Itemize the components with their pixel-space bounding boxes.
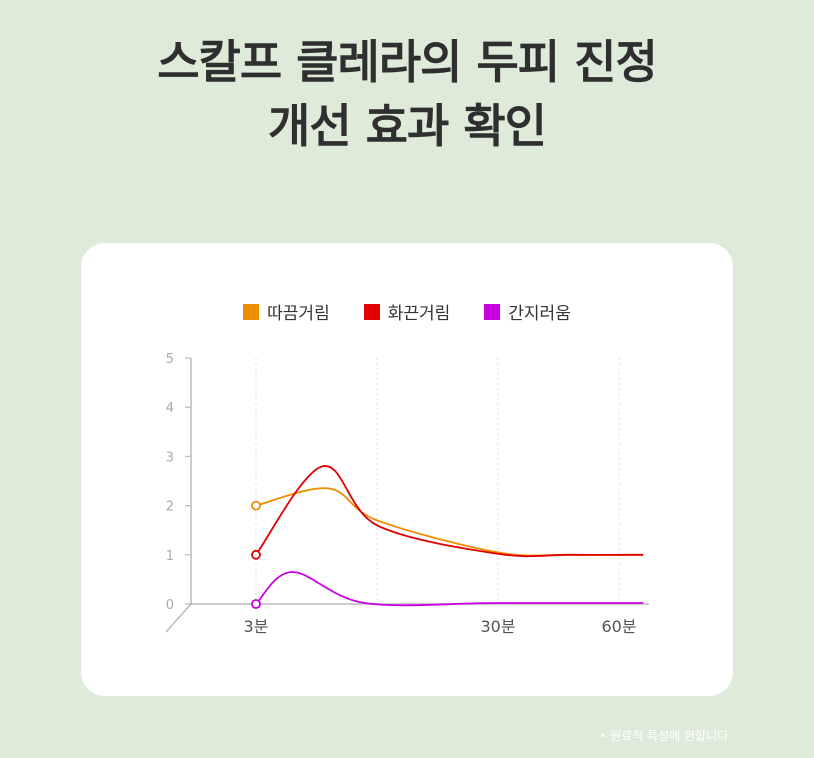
y-tick-label: 5 xyxy=(166,352,174,367)
y-tick-label: 1 xyxy=(166,549,174,564)
y-tick-label: 3 xyxy=(166,450,174,465)
legend-label-tingling: 따끔거림 xyxy=(267,304,330,324)
x-tick-label: 60분 xyxy=(601,617,636,636)
x-tick-label: 30분 xyxy=(480,617,515,636)
series-line-1 xyxy=(255,465,644,558)
legend-item-itching: 간지러움 xyxy=(484,299,571,324)
chart-legend: 따끔거림 화끈거림 간지러움 xyxy=(81,299,733,324)
axis-corner xyxy=(165,603,192,633)
legend-swatch-tingling xyxy=(243,303,260,320)
legend-item-burning: 화끈거림 xyxy=(363,299,451,324)
title-line-1: 스칼프 클레라의 두피 진정 xyxy=(157,35,658,89)
series-start-point-0 xyxy=(251,500,261,511)
legend-label-burning: 화끈거림 xyxy=(387,304,451,324)
legend-item-tingling: 따끔거림 xyxy=(243,299,330,324)
series-start-point-1 xyxy=(251,549,261,560)
y-tick-label: 2 xyxy=(166,500,174,515)
legend-swatch-itching xyxy=(484,303,501,320)
series-line-2 xyxy=(255,571,644,607)
legend-label-itching: 간지러움 xyxy=(508,304,571,324)
legend-swatch-burning xyxy=(363,303,380,320)
y-tick-label: 4 xyxy=(166,401,174,416)
chart-card: 따끔거림 화끈거림 간지러움 0 1 2 3 4 5 3분 30분 60분 xyxy=(81,243,733,696)
page-title: 스칼프 클레라의 두피 진정 개선 효과 확인 xyxy=(0,30,814,158)
title-line-2: 개선 효과 확인 xyxy=(268,99,547,153)
x-tick-label: 3분 xyxy=(244,617,269,636)
y-tick-label: 0 xyxy=(166,598,174,613)
series-start-point-2 xyxy=(251,599,261,609)
line-chart: 0 1 2 3 4 5 3분 30분 60분 xyxy=(165,352,649,636)
footnote: • 원료적 특성에 한합니다. xyxy=(599,729,732,743)
